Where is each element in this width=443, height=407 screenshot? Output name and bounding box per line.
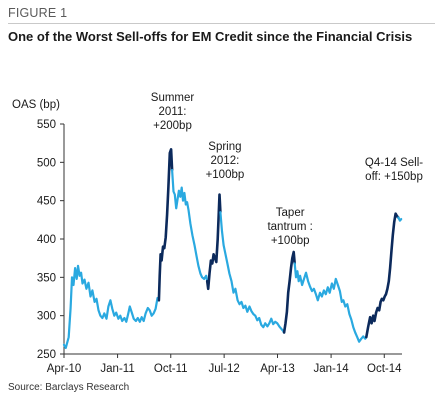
x-tick-label: Apr-13 [260, 363, 295, 375]
annotation-line: Q4-14 Sell- [365, 157, 423, 169]
chart-title: One of the Worst Sell-offs for EM Credit… [8, 29, 413, 44]
annotation-line: off: +150bp [365, 171, 423, 183]
annotations: Summer 2011: +200bp Spring 2012: +100bp Taper t… [151, 92, 423, 247]
annotation-line: Summer [151, 92, 195, 104]
x-tick-label: Jan-11 [100, 363, 134, 375]
series-line-3 [171, 168, 209, 283]
series-line-6 [282, 250, 296, 334]
y-tick-label: 250 [37, 349, 56, 361]
source-note: Source: Barclays Research [8, 382, 130, 393]
y-tick-label: 550 [37, 119, 56, 131]
series-line-8 [365, 212, 400, 339]
figure-label: FIGURE 1 [8, 6, 68, 20]
annotation-line: 2011: [159, 106, 187, 118]
annotation-line: tantrum : [267, 221, 312, 233]
x-tick-label: Apr-10 [47, 363, 82, 375]
y-tick-label: 300 [37, 311, 56, 323]
x-tick-label: Oct-11 [154, 363, 188, 375]
series-layer [62, 148, 403, 349]
y-ticks: 250 300 350 400 450 500 550 [37, 119, 64, 361]
x-tick-label: Jul-12 [208, 363, 239, 375]
x-tick-label: Oct-14 [367, 363, 402, 375]
figure-divider [8, 23, 435, 24]
annotation-line: +200bp [153, 120, 192, 132]
series-line-7 [293, 262, 368, 343]
series-line-2 [157, 148, 174, 302]
y-axis-label: OAS (bp) [12, 99, 60, 111]
annotation-line: Taper [276, 207, 305, 219]
y-tick-label: 500 [37, 157, 56, 169]
annotation-line: +100bp [206, 169, 245, 181]
annotation-line: Spring [208, 141, 241, 153]
series-line-5 [219, 211, 286, 334]
series-line-1 [62, 264, 160, 349]
annotation-line: 2012: [211, 155, 240, 167]
series-line-4 [205, 193, 222, 291]
annotation-line: +100bp [271, 235, 310, 247]
y-tick-label: 400 [37, 234, 56, 246]
y-tick-label: 450 [37, 196, 56, 208]
series-line-9 [397, 216, 403, 222]
y-tick-label: 350 [37, 272, 56, 284]
oas-line-chart: OAS (bp) 250 300 350 400 450 500 550 Apr-10 Jan… [12, 92, 423, 375]
x-ticks: Apr-10 Jan-11 Oct-11 Jul-12 Apr-13 Jan-14 Oct-… [47, 354, 402, 375]
x-tick-label: Jan-14 [314, 363, 350, 375]
